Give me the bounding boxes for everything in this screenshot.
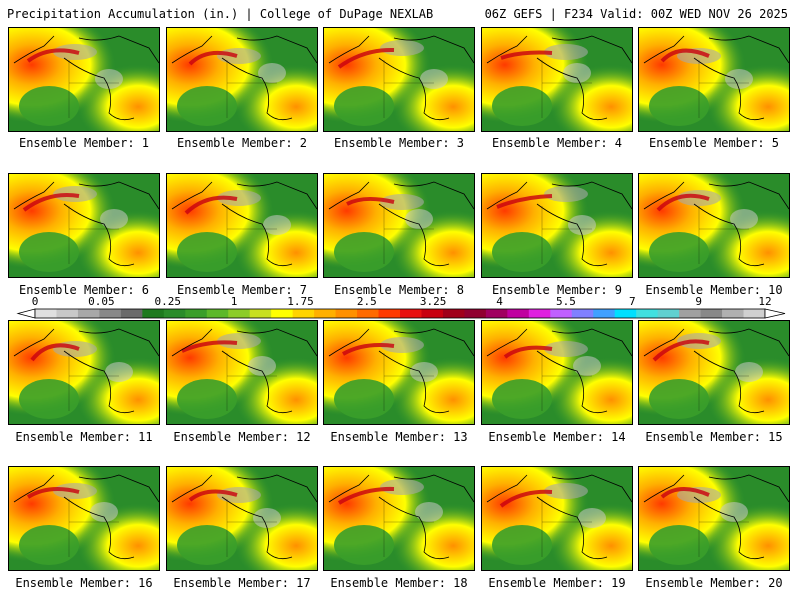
scale-swatch (400, 309, 422, 318)
scale-swatch (120, 309, 143, 318)
ensemble-map-panel (323, 466, 475, 571)
scale-swatch (421, 309, 444, 318)
scale-swatch (550, 309, 573, 318)
scale-swatch (77, 309, 100, 318)
scale-swatch (142, 309, 165, 318)
scale-swatch (528, 309, 551, 318)
scale-swatch (636, 309, 659, 318)
chart-title: Precipitation Accumulation (in.) | Colle… (7, 7, 434, 21)
scale-swatch (679, 309, 702, 318)
scale-swatch (722, 309, 745, 318)
ensemble-member-label: Ensemble Member: 14 (488, 430, 626, 444)
ensemble-member-label: Ensemble Member: 2 (176, 136, 308, 150)
ensemble-map-panel (323, 173, 475, 278)
scale-swatch (571, 309, 594, 318)
scale-swatch (657, 309, 680, 318)
ensemble-member-label: Ensemble Member: 19 (488, 576, 626, 590)
scale-swatch (743, 309, 766, 318)
ensemble-map-panel (638, 27, 790, 132)
ensemble-map-panel (638, 320, 790, 425)
ensemble-map-panel (8, 466, 160, 571)
scale-swatch (228, 309, 251, 318)
ensemble-map-panel (481, 27, 633, 132)
ensemble-map-panel (638, 466, 790, 571)
scale-tick-label: 2.5 (356, 295, 377, 308)
ensemble-member-label: Ensemble Member: 5 (648, 136, 780, 150)
valid-time: 06Z GEFS | F234 Valid: 00Z WED NOV 26 20… (484, 7, 788, 21)
ensemble-member-label: Ensemble Member: 13 (330, 430, 468, 444)
ensemble-map-panel (481, 320, 633, 425)
scale-tick-label: 12 (758, 295, 772, 308)
scale-tick-label: 9 (695, 295, 702, 308)
ensemble-member-label: Ensemble Member: 8 (333, 283, 465, 297)
scale-swatch (314, 309, 337, 318)
ensemble-member-label: Ensemble Member: 20 (645, 576, 783, 590)
scale-tick-label: 7 (628, 295, 636, 308)
scale-swatch (249, 309, 272, 318)
scale-swatch (378, 309, 401, 318)
ensemble-member-label: Ensemble Member: 12 (173, 430, 311, 444)
scale-tick-label: 0.25 (154, 295, 181, 308)
scale-swatch (335, 309, 358, 318)
scale-swatch (271, 309, 294, 318)
scale-swatch (292, 309, 315, 318)
scale-swatch (442, 309, 465, 318)
ensemble-map-panel (8, 173, 160, 278)
scale-tick-label: 3.25 (419, 295, 447, 308)
ensemble-map-panel (481, 173, 633, 278)
scale-bar (16, 308, 786, 319)
ensemble-map-panel (166, 466, 318, 571)
ensemble-map-panel (8, 27, 160, 132)
ensemble-member-label: Ensemble Member: 6 (18, 283, 150, 297)
ensemble-map-panel (166, 27, 318, 132)
ensemble-member-label: Ensemble Member: 9 (491, 283, 623, 297)
scale-swatch (35, 309, 57, 318)
scale-swatch (357, 309, 380, 318)
ensemble-member-label: Ensemble Member: 3 (333, 136, 465, 150)
scale-tick-label: 5.5 (555, 295, 576, 308)
scale-swatch (185, 309, 208, 318)
ensemble-map-panel (323, 320, 475, 425)
ensemble-member-label: Ensemble Member: 1 (18, 136, 150, 150)
scale-swatch (614, 309, 637, 318)
ensemble-member-label: Ensemble Member: 16 (15, 576, 153, 590)
scale-tick-label: 0 (31, 295, 39, 308)
scale-swatch (206, 309, 229, 318)
color-scale: 0 0.05 0.25 1 1.75 2.5 3.25 4 5.5 7 9 12 (0, 295, 800, 321)
scale-swatch (485, 309, 508, 318)
scale-swatch (700, 309, 723, 318)
ensemble-map-panel (166, 173, 318, 278)
ensemble-map-panel (481, 466, 633, 571)
scale-tick-label: 4 (496, 295, 503, 308)
scale-swatch (507, 309, 530, 318)
ensemble-member-label: Ensemble Member: 15 (645, 430, 783, 444)
scale-swatch (464, 309, 487, 318)
scale-swatch (163, 309, 186, 318)
scale-tick-label: 1.75 (287, 295, 314, 308)
ensemble-member-label: Ensemble Member: 18 (330, 576, 468, 590)
scale-tick-label: 1 (230, 295, 238, 308)
ensemble-member-label: Ensemble Member: 7 (176, 283, 308, 297)
ensemble-map-panel (8, 320, 160, 425)
ensemble-map-panel (323, 27, 475, 132)
scale-swatch (99, 309, 122, 318)
ensemble-member-label: Ensemble Member: 10 (645, 283, 783, 297)
ensemble-member-label: Ensemble Member: 17 (173, 576, 311, 590)
ensemble-member-label: Ensemble Member: 11 (15, 430, 153, 444)
ensemble-map-panel (638, 173, 790, 278)
scale-tick-label: 0.05 (88, 295, 115, 308)
scale-swatch (593, 309, 616, 318)
ensemble-member-label: Ensemble Member: 4 (491, 136, 623, 150)
ensemble-map-panel (166, 320, 318, 425)
scale-swatch (56, 309, 79, 318)
